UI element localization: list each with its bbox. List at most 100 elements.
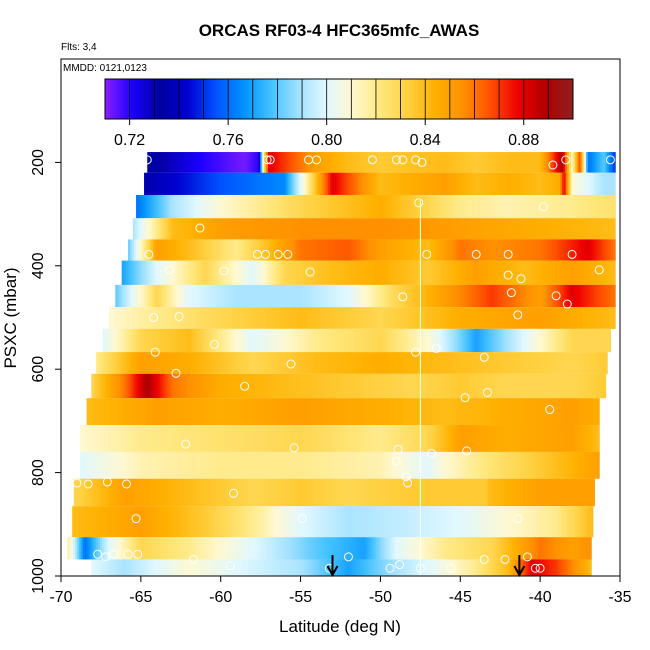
- heatmap-cell: [101, 352, 105, 374]
- heatmap-cell: [237, 239, 240, 261]
- heatmap-cell: [520, 218, 523, 240]
- heatmap-cell: [566, 260, 569, 285]
- heatmap-cell: [542, 537, 546, 560]
- heatmap-cell: [98, 352, 101, 374]
- heatmap-cell: [213, 260, 217, 285]
- heatmap-cell: [520, 307, 524, 329]
- heatmap-cell: [148, 328, 151, 353]
- heatmap-cell: [515, 451, 518, 479]
- heatmap-cell: [471, 537, 475, 560]
- heatmap-cell: [508, 398, 511, 426]
- heatmap-cell: [516, 373, 520, 399]
- heatmap-cell: [139, 194, 143, 219]
- heatmap-cell: [409, 425, 413, 452]
- heatmap-cell: [156, 239, 160, 261]
- heatmap-cell: [160, 239, 164, 261]
- heatmap-cell: [307, 218, 310, 240]
- heatmap-cell: [528, 451, 532, 479]
- heatmap-cell: [314, 537, 318, 560]
- heatmap-cell: [409, 451, 413, 479]
- heatmap-cell: [302, 559, 305, 576]
- heatmap-cell: [352, 352, 356, 374]
- heatmap-cell: [442, 194, 446, 219]
- heatmap-cell: [411, 451, 415, 479]
- heatmap-cell: [348, 425, 351, 452]
- heatmap-cell: [398, 284, 402, 308]
- heatmap-cell: [308, 352, 312, 374]
- heatmap-cell: [363, 307, 367, 329]
- heatmap-cell: [484, 194, 488, 219]
- heatmap-cell: [170, 194, 173, 219]
- heatmap-cell: [500, 172, 503, 195]
- heatmap-cell: [252, 239, 256, 261]
- heatmap-cell: [441, 284, 444, 308]
- heatmap-cell: [296, 373, 299, 399]
- heatmap-cell: [312, 451, 315, 479]
- heatmap-cell: [210, 152, 213, 173]
- heatmap-cell: [216, 307, 219, 329]
- heatmap-cell: [375, 425, 378, 452]
- heatmap-cell: [316, 194, 319, 219]
- heatmap-cell: [365, 260, 368, 285]
- heatmap-cell: [394, 152, 397, 173]
- heatmap-cell: [494, 284, 498, 308]
- heatmap-cell: [288, 559, 292, 576]
- heatmap-cell: [125, 260, 128, 285]
- heatmap-cell: [175, 260, 178, 285]
- heatmap-cell: [418, 284, 421, 308]
- heatmap-cell: [289, 194, 292, 219]
- heatmap-cell: [489, 373, 493, 399]
- heatmap-cell: [545, 559, 548, 576]
- heatmap-cell: [294, 373, 297, 399]
- heatmap-cell: [162, 194, 166, 219]
- heatmap-cell: [179, 451, 183, 479]
- heatmap-cell: [587, 373, 591, 399]
- sample-point: [228, 488, 238, 498]
- heatmap-cell: [517, 451, 520, 479]
- heatmap-cell: [538, 425, 541, 452]
- heatmap-cell: [185, 194, 189, 219]
- heatmap-cell: [279, 373, 282, 399]
- heatmap-cell: [245, 218, 249, 240]
- heatmap-cell: [156, 478, 159, 507]
- heatmap-cell: [96, 398, 99, 426]
- heatmap-cell: [287, 194, 290, 219]
- heatmap-cell: [457, 425, 461, 452]
- heatmap-cell: [286, 559, 290, 576]
- heatmap-cell: [229, 559, 232, 576]
- heatmap-cell: [110, 373, 113, 399]
- heatmap-cell: [446, 425, 449, 452]
- heatmap-cell: [365, 451, 369, 479]
- heatmap-cell: [425, 172, 429, 195]
- heatmap-cell: [453, 373, 456, 399]
- heatmap-cell: [501, 425, 505, 452]
- heatmap-cell: [253, 398, 256, 426]
- heatmap-cell: [94, 398, 97, 426]
- heatmap-cell: [346, 152, 349, 173]
- heatmap-cell: [252, 506, 255, 538]
- heatmap-cell: [434, 451, 438, 479]
- heatmap-cell: [207, 218, 211, 240]
- heatmap-cell: [390, 425, 394, 452]
- heatmap-cell: [182, 537, 185, 560]
- heatmap-cell: [230, 537, 233, 560]
- heatmap-cell: [428, 559, 432, 576]
- heatmap-cell: [279, 194, 283, 219]
- heatmap-cell: [167, 537, 170, 560]
- heatmap-cell: [220, 352, 224, 374]
- heatmap-cell: [309, 478, 312, 507]
- heatmap-cell: [392, 194, 396, 219]
- heatmap-cell: [581, 373, 585, 399]
- heatmap-cell: [168, 352, 172, 374]
- heatmap-cell: [513, 537, 517, 560]
- heatmap-cell: [519, 425, 522, 452]
- heatmap-cell: [270, 218, 274, 240]
- heatmap-cell: [271, 328, 274, 353]
- heatmap-cell: [580, 194, 584, 219]
- heatmap-cell: [510, 537, 513, 560]
- heatmap-cell: [551, 506, 554, 538]
- heatmap-cell: [179, 373, 182, 399]
- sample-point: [123, 549, 133, 559]
- heatmap-cell: [325, 559, 328, 576]
- heatmap-cell: [227, 425, 231, 452]
